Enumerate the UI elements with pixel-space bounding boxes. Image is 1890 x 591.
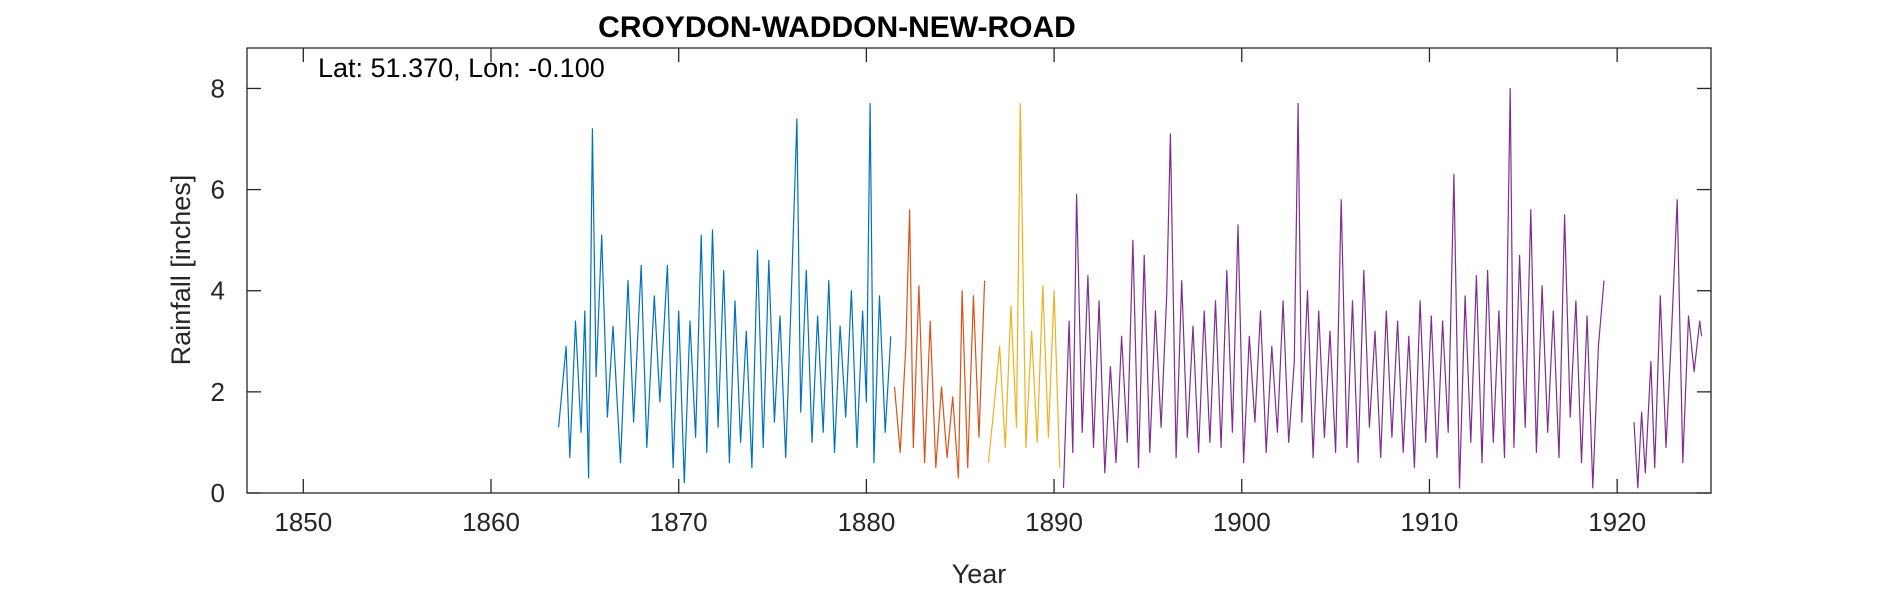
series-line-1 — [558, 102, 892, 484]
series-line-2 — [893, 209, 986, 479]
x-tick-label: 1850 — [274, 507, 332, 537]
x-tick-label: 1880 — [837, 507, 895, 537]
y-ticks: 0 2 4 6 8 — [211, 73, 1711, 508]
location-annotation: Lat: 51.370, Lon: -0.100 — [318, 53, 605, 83]
axes-box — [246, 47, 1712, 494]
series-line-5 — [1633, 199, 1703, 489]
x-tick-label: 1870 — [650, 507, 708, 537]
x-tick-label: 1910 — [1401, 507, 1459, 537]
series-line-4 — [1062, 87, 1605, 489]
y-tick-label: 8 — [211, 73, 225, 103]
plot-area: 1850 1860 1870 1880 1890 1900 1910 1920 0 2 4 6 8 — [211, 47, 1712, 537]
x-tick-label: 1900 — [1213, 507, 1271, 537]
series-layer — [558, 87, 1703, 489]
x-axis-label: Year — [952, 559, 1007, 589]
chart-title: CROYDON-WADDON-NEW-ROAD — [598, 11, 1076, 44]
y-tick-label: 0 — [211, 478, 225, 508]
series-line-3 — [987, 102, 1061, 468]
y-tick-label: 4 — [211, 276, 225, 306]
x-tick-label: 1860 — [462, 507, 520, 537]
y-tick-label: 6 — [211, 175, 225, 205]
x-ticks: 1850 1860 1870 1880 1890 1900 1910 1920 — [274, 48, 1646, 537]
x-tick-label: 1920 — [1588, 507, 1646, 537]
y-tick-label: 2 — [211, 377, 225, 407]
x-tick-label: 1890 — [1025, 507, 1083, 537]
y-axis-label: Rainfall [inches] — [166, 175, 196, 366]
